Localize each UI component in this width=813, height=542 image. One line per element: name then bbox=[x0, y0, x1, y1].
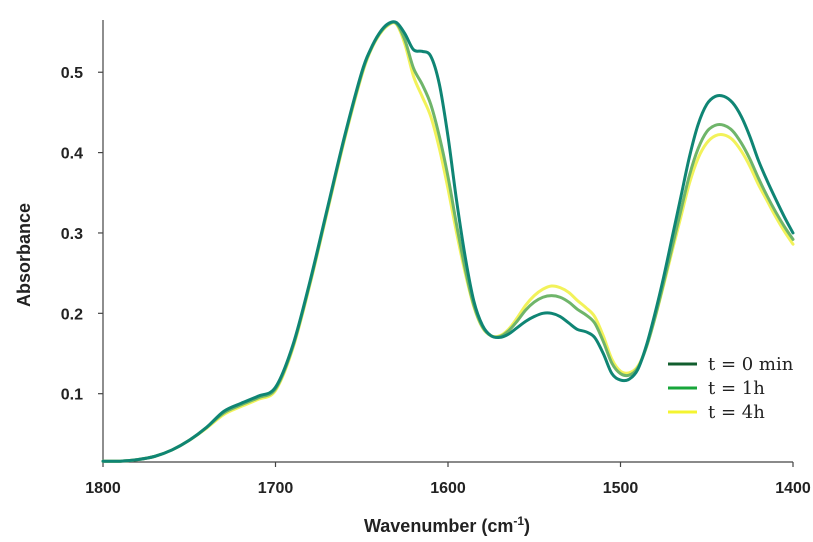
series-group bbox=[101, 20, 795, 463]
y-axis-title: Absorbance bbox=[14, 203, 34, 307]
x-axis-title-sup: -1 bbox=[513, 514, 524, 528]
x-axis-title-end: ) bbox=[524, 516, 530, 536]
y-tick-label: 0.2 bbox=[61, 306, 83, 323]
series-line-t0 bbox=[101, 20, 795, 463]
x-axis-title: Wavenumber (cm-1) bbox=[364, 514, 530, 536]
y-tick-label: 0.3 bbox=[61, 226, 83, 243]
series-line-t1h bbox=[101, 20, 795, 463]
x-tick-label: 1800 bbox=[85, 480, 121, 497]
x-tick-label: 1500 bbox=[603, 480, 639, 497]
y-tick-label: 0.5 bbox=[61, 65, 83, 82]
y-tick-label: 0.1 bbox=[61, 387, 83, 404]
legend-item-t4h-label: t = 4h bbox=[708, 402, 765, 423]
series-line-t4h bbox=[101, 21, 795, 463]
x-tick-label: 1700 bbox=[258, 480, 294, 497]
legend-item-t1h-label: t = 1h bbox=[708, 378, 765, 399]
x-axis-title-main: Wavenumber (cm bbox=[364, 516, 513, 536]
y-ticks: 0.1 0.2 0.3 0.4 0.5 bbox=[61, 65, 103, 404]
legend: t = 0 min t = 1h t = 4h bbox=[668, 354, 794, 423]
axes bbox=[102, 20, 793, 463]
x-tick-label: 1400 bbox=[775, 480, 811, 497]
y-tick-label: 0.4 bbox=[61, 146, 83, 163]
x-ticks: 1800 1700 1600 1500 1400 bbox=[85, 462, 811, 497]
legend-item-t0-label: t = 0 min bbox=[708, 354, 794, 375]
x-tick-label: 1600 bbox=[430, 480, 466, 497]
